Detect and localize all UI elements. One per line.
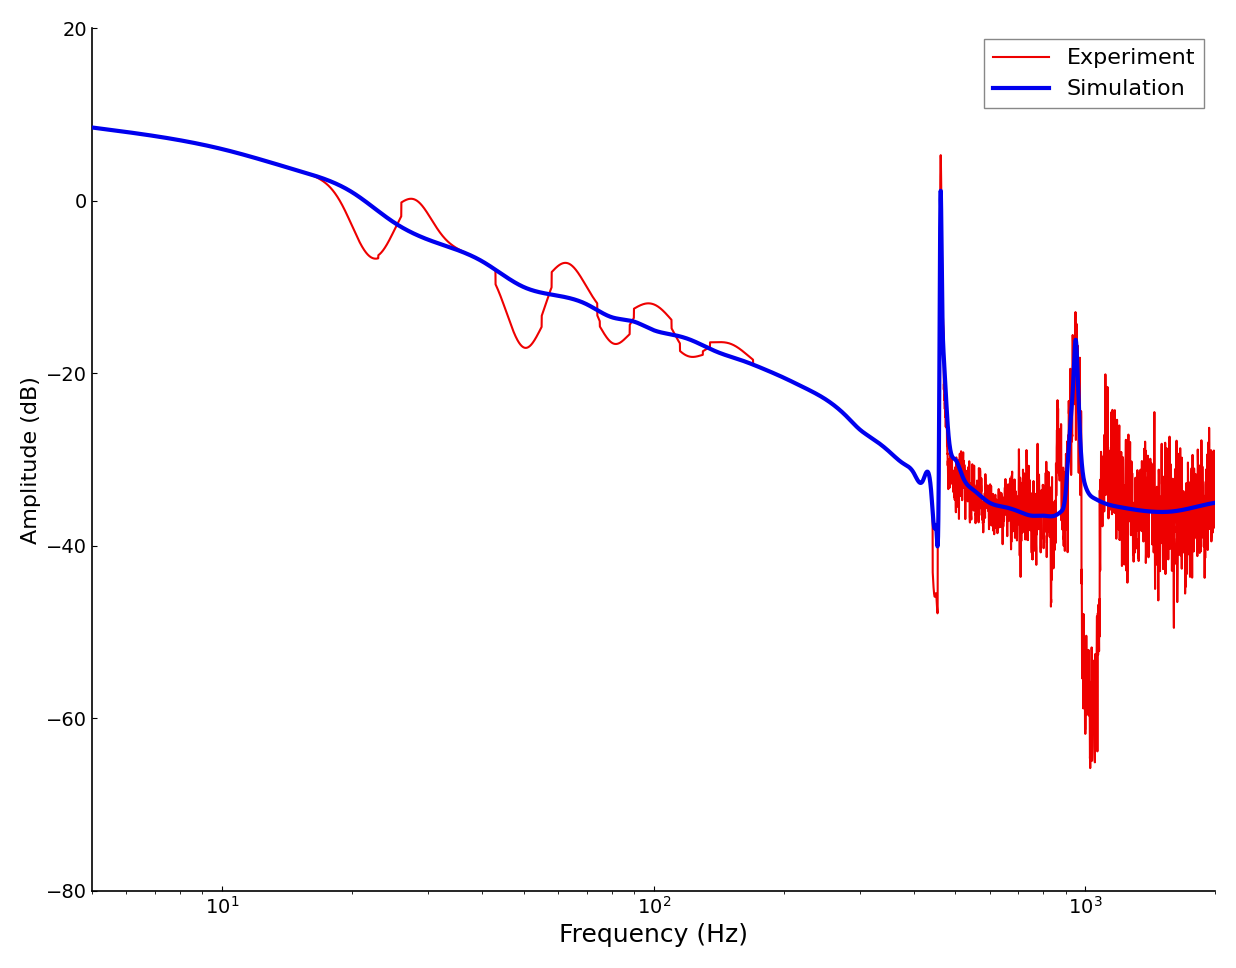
Experiment [749, 360, 764, 372]
Experiment [978, 489, 993, 500]
Experiment [1208, 478, 1222, 490]
Experiment [492, 286, 507, 297]
Simulation [749, 360, 764, 372]
Simulation [85, 122, 100, 134]
Simulation [929, 540, 944, 552]
Experiment [1083, 762, 1098, 773]
Simulation [798, 382, 813, 394]
Simulation [978, 494, 993, 505]
Simulation [1208, 497, 1222, 508]
Experiment [141, 130, 156, 141]
Legend: Experiment, Simulation: Experiment, Simulation [984, 40, 1204, 108]
Experiment [798, 382, 813, 394]
Line: Simulation: Simulation [93, 128, 1215, 546]
Simulation [492, 266, 507, 278]
Simulation [917, 470, 932, 482]
Y-axis label: Amplitude (dB): Amplitude (dB) [21, 376, 41, 543]
Simulation [141, 130, 156, 141]
Line: Experiment: Experiment [93, 128, 1215, 768]
X-axis label: Frequency (Hz): Frequency (Hz) [559, 923, 748, 947]
Experiment [917, 470, 932, 482]
Experiment [85, 122, 100, 134]
